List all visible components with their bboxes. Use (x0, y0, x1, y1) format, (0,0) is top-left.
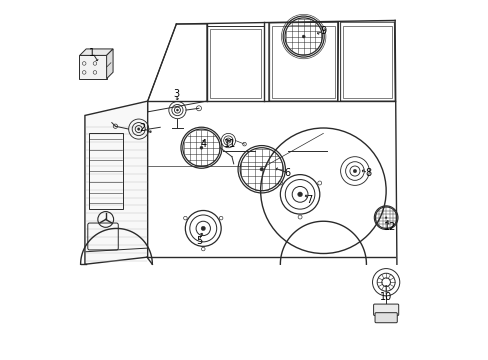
Text: 9: 9 (320, 26, 326, 36)
Polygon shape (85, 101, 147, 264)
Circle shape (297, 192, 302, 197)
Bar (88, 134, 122, 209)
Text: 11: 11 (224, 139, 236, 149)
Circle shape (176, 109, 178, 111)
Text: 4: 4 (200, 139, 206, 149)
Circle shape (201, 226, 205, 230)
Text: 3: 3 (173, 89, 179, 99)
Text: 1: 1 (89, 48, 95, 58)
Text: 8: 8 (365, 168, 370, 178)
Text: 2: 2 (139, 123, 145, 133)
Text: 10: 10 (379, 292, 391, 302)
Text: 7: 7 (305, 195, 311, 205)
Polygon shape (80, 49, 113, 55)
Circle shape (200, 146, 203, 149)
Text: 5: 5 (195, 236, 202, 246)
Circle shape (227, 140, 229, 141)
Circle shape (137, 128, 140, 130)
Circle shape (302, 35, 305, 38)
FancyBboxPatch shape (373, 304, 398, 316)
Text: 12: 12 (383, 222, 395, 231)
FancyBboxPatch shape (79, 55, 107, 80)
Circle shape (260, 167, 263, 171)
Circle shape (352, 169, 356, 173)
Polygon shape (106, 49, 113, 79)
FancyBboxPatch shape (374, 313, 396, 323)
Circle shape (385, 217, 386, 219)
Text: 6: 6 (284, 168, 290, 178)
